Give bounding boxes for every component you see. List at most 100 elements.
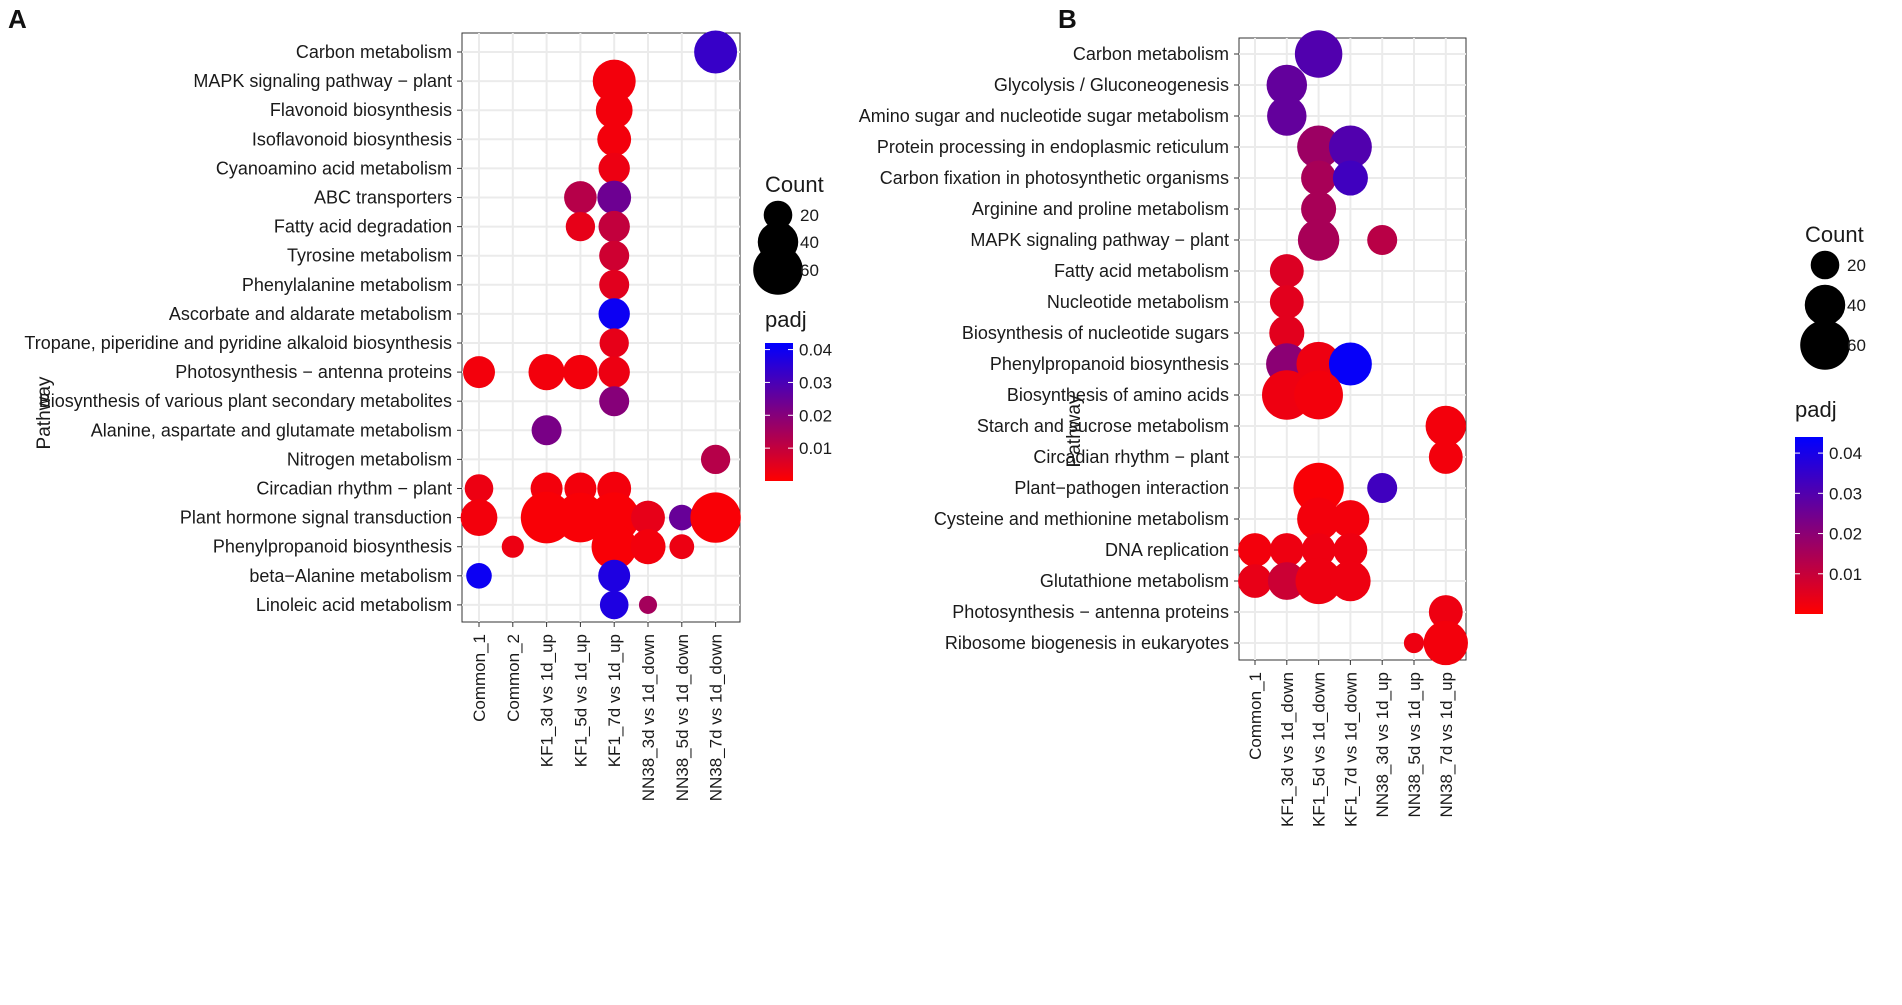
- data-point: [1238, 533, 1272, 567]
- data-point: [669, 534, 695, 560]
- x-tick-label: NN38_3d vs 1d_up: [1373, 672, 1392, 818]
- data-point: [1428, 595, 1463, 629]
- x-tick-label: KF1_3d vs 1d_up: [538, 634, 557, 767]
- data-point: [597, 180, 632, 215]
- data-point: [700, 444, 731, 475]
- y-tick-label: Photosynthesis − antenna proteins: [175, 362, 452, 382]
- data-point: [1403, 632, 1425, 654]
- data-point: [597, 122, 632, 157]
- y-tick-label: Carbon metabolism: [1073, 44, 1229, 64]
- data-point: [460, 499, 498, 536]
- data-point: [563, 354, 598, 390]
- panel-b: B Carbon metabolism Glycolysis / Gluconeog…: [859, 4, 1866, 827]
- size-legend-key: [1804, 284, 1846, 326]
- y-tick-label: Tropane, piperidine and pyridine alkaloi…: [24, 333, 452, 353]
- data-point: [595, 91, 633, 129]
- y-tick-label: Ribosome biogenesis in eukaryotes: [945, 633, 1229, 653]
- data-point: [598, 356, 630, 388]
- data-point: [591, 524, 637, 570]
- data-point: [592, 59, 636, 103]
- x-tick-label: KF1_7d vs 1d_up: [605, 634, 624, 767]
- y-axis-title: Pathway: [1064, 394, 1085, 467]
- color-legend-title: padj: [765, 307, 807, 332]
- data-point: [464, 474, 494, 503]
- color-legend-title: padj: [1795, 397, 1837, 422]
- data-point: [1332, 160, 1368, 196]
- data-point: [1269, 533, 1304, 567]
- size-legend-label: 40: [1847, 296, 1866, 315]
- x-tick-label: Common_1: [470, 634, 489, 722]
- y-tick-label: Starch and sucrose metabolism: [977, 416, 1229, 436]
- x-tick-label: KF1_7d vs 1d_down: [1341, 672, 1360, 827]
- color-legend-label: 0.03: [799, 373, 832, 392]
- data-point: [1238, 564, 1272, 598]
- y-tick-label: MAPK signaling pathway − plant: [970, 230, 1229, 250]
- data-point: [1367, 472, 1398, 504]
- y-tick-label: Isoflavonoid biosynthesis: [252, 129, 452, 149]
- data-point: [1269, 285, 1304, 319]
- y-tick-label: Glycolysis / Gluconeogenesis: [994, 75, 1229, 95]
- size-legend-label: 40: [800, 233, 819, 252]
- data-point: [1301, 191, 1337, 227]
- y-tick-label: Tyrosine metabolism: [287, 246, 452, 266]
- y-tick-label: Protein processing in endoplasmic reticu…: [877, 137, 1229, 157]
- y-tick-label: Alanine, aspartate and glutamate metabol…: [91, 420, 452, 440]
- y-tick-label: Arginine and proline metabolism: [972, 199, 1229, 219]
- data-point: [598, 298, 630, 330]
- color-legend-bar: [765, 343, 793, 481]
- size-legend-title: Count: [765, 172, 824, 197]
- data-point: [565, 211, 596, 242]
- y-tick-label: Plant−pathogen interaction: [1014, 478, 1229, 498]
- data-point: [1269, 254, 1304, 288]
- x-tick-label: NN38_7d vs 1d_up: [1437, 672, 1456, 818]
- data-point: [1294, 370, 1343, 420]
- data-point: [598, 210, 630, 243]
- size-legend-label: 60: [800, 261, 819, 280]
- y-tick-label: Glutathione metabolism: [1040, 571, 1229, 591]
- y-tick-label: ABC transporters: [314, 188, 452, 208]
- data-point: [1367, 224, 1398, 256]
- y-tick-label: Plant hormone signal transduction: [180, 508, 452, 528]
- color-legend-label: 0.02: [1829, 525, 1862, 544]
- size-legend-title: Count: [1805, 222, 1864, 247]
- data-point: [1269, 315, 1305, 351]
- y-tick-label: Phenylpropanoid biosynthesis: [990, 354, 1229, 374]
- y-tick-label: Ascorbate and aldarate metabolism: [169, 304, 452, 324]
- color-legend-label: 0.03: [1829, 484, 1862, 503]
- y-tick-label: beta−Alanine metabolism: [249, 566, 452, 586]
- data-point: [1328, 125, 1372, 169]
- data-point: [631, 500, 665, 535]
- data-point: [1330, 560, 1371, 602]
- y-axis-title: Pathway: [34, 376, 55, 449]
- x-tick-label: NN38_3d vs 1d_down: [639, 634, 658, 801]
- data-point: [1293, 462, 1344, 514]
- size-legend-label: 60: [1847, 336, 1866, 355]
- data-point: [694, 30, 738, 74]
- color-legend-label: 0.01: [799, 439, 832, 458]
- x-tick-label: KF1_5d vs 1d_down: [1310, 672, 1329, 827]
- y-tick-label: Amino sugar and nucleotide sugar metabol…: [859, 106, 1229, 126]
- data-point: [599, 590, 629, 620]
- x-tick-label: Common_1: [1246, 672, 1265, 760]
- y-tick-label: Phenylpropanoid biosynthesis: [213, 537, 452, 557]
- y-tick-label: Flavonoid biosynthesis: [270, 100, 452, 120]
- y-tick-label: Cysteine and methionine metabolism: [934, 509, 1229, 529]
- data-point: [1331, 500, 1370, 538]
- data-point: [528, 354, 565, 391]
- color-legend-label: 0.04: [799, 341, 832, 360]
- y-tick-label: Fatty acid metabolism: [1054, 261, 1229, 281]
- data-point: [501, 535, 524, 558]
- panel-label: A: [8, 4, 27, 34]
- data-point: [1428, 440, 1463, 474]
- data-point: [1301, 160, 1337, 196]
- data-point: [1297, 219, 1340, 261]
- data-point: [598, 559, 631, 592]
- data-point: [669, 504, 695, 531]
- x-tick-label: NN38_7d vs 1d_down: [707, 634, 726, 801]
- size-legend-key: [1810, 250, 1840, 280]
- data-point: [1267, 96, 1307, 136]
- size-legend-key: [753, 245, 803, 295]
- y-tick-label: MAPK signaling pathway − plant: [193, 71, 452, 91]
- y-tick-label: Nitrogen metabolism: [287, 449, 452, 469]
